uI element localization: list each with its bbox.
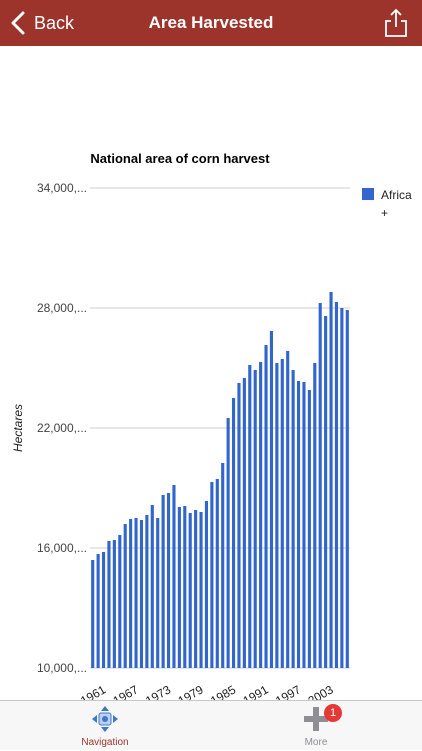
- y-tick-label: 34,000,...: [37, 181, 87, 195]
- bar-1966: [118, 535, 122, 668]
- bar-1963: [101, 552, 106, 668]
- bar-1982: [204, 501, 209, 668]
- navigation-arrows-icon: [92, 706, 118, 732]
- x-tick-label: 1997: [273, 682, 303, 700]
- page-title: Area Harvested: [148, 13, 274, 32]
- bar-1988: [237, 383, 241, 668]
- y-axis-label: Hectares: [11, 404, 25, 452]
- bar-1991: [253, 370, 257, 668]
- y-tick-label: 22,000,...: [37, 421, 87, 435]
- bar-2008: [345, 310, 349, 668]
- x-tick-label: 1991: [241, 682, 271, 700]
- x-tick-label: 1961: [78, 682, 108, 700]
- bar-1987: [231, 398, 236, 668]
- bar-2003: [318, 303, 322, 668]
- bar-1992: [259, 362, 263, 668]
- bar-1970: [139, 520, 144, 668]
- bar-1961: [91, 560, 95, 668]
- bar-1978: [183, 506, 187, 668]
- x-tick-label: 1973: [143, 682, 173, 700]
- bar-1964: [107, 541, 111, 668]
- bar-1971: [145, 515, 149, 668]
- notification-badge: 1: [324, 704, 342, 722]
- back-label: Back: [34, 12, 75, 33]
- bar-1979: [188, 513, 192, 668]
- bar-1962: [96, 554, 100, 668]
- bar-1999: [296, 381, 301, 668]
- chart-area: National area of corn harvest 10,000,... 1…: [0, 46, 422, 700]
- tab-bar: Navigation 1 More: [0, 700, 422, 750]
- bar-2000: [302, 382, 306, 668]
- bar-1990: [248, 365, 252, 668]
- tab-navigation[interactable]: Navigation: [45, 701, 165, 751]
- tab-navigation-label: Navigation: [81, 737, 129, 748]
- bar-1983: [210, 482, 214, 668]
- bar-1985: [221, 463, 225, 668]
- x-tick-label: 2003: [306, 682, 336, 700]
- bar-2006: [334, 302, 339, 668]
- bar-chart: National area of corn harvest 10,000,... 1…: [11, 151, 412, 700]
- bar-1977: [177, 507, 181, 668]
- plus-icon: [304, 707, 328, 731]
- bar-1989: [242, 378, 246, 668]
- tab-more[interactable]: 1 More: [256, 701, 376, 751]
- bar-1975: [166, 493, 171, 668]
- bar-1976: [172, 485, 176, 668]
- bar-1981: [199, 512, 203, 668]
- bar-1973: [156, 518, 160, 668]
- legend-swatch: [362, 188, 374, 200]
- bar-1998: [291, 370, 295, 668]
- y-tick-label: 16,000,...: [37, 541, 87, 555]
- bar-1980: [194, 510, 198, 668]
- x-tick-label: 1985: [208, 682, 238, 700]
- bar-1965: [112, 540, 116, 668]
- share-icon[interactable]: [384, 8, 408, 38]
- back-button[interactable]: Back: [8, 0, 74, 46]
- bar-1969: [134, 518, 138, 668]
- legend-label: Africa +: [381, 188, 412, 220]
- y-tick-label: 28,000,...: [37, 301, 87, 315]
- bar-1986: [226, 418, 230, 668]
- chart-title: National area of corn harvest: [90, 151, 270, 166]
- bar-2004: [324, 316, 328, 668]
- bar-1972: [150, 505, 154, 668]
- bar-1997: [286, 351, 290, 668]
- bar-1984: [215, 479, 219, 668]
- bar-1967: [123, 524, 127, 668]
- bar-2002: [313, 363, 317, 668]
- tab-more-label: More: [304, 737, 328, 748]
- navigation-bar: Back Area Harvested: [0, 0, 422, 46]
- bar-1994: [269, 331, 274, 668]
- x-tick-label: 1979: [176, 682, 206, 700]
- bar-1995: [275, 363, 279, 668]
- bar-1968: [129, 519, 133, 668]
- bar-2007: [340, 308, 344, 668]
- bar-2001: [307, 390, 311, 668]
- y-tick-label: 10,000,...: [37, 661, 87, 675]
- bar-2005: [329, 292, 333, 668]
- bar-1996: [280, 359, 284, 668]
- bar-1974: [161, 495, 165, 668]
- bar-1993: [264, 345, 268, 668]
- x-tick-label: 1967: [111, 682, 141, 700]
- chevron-left-icon: [11, 11, 25, 35]
